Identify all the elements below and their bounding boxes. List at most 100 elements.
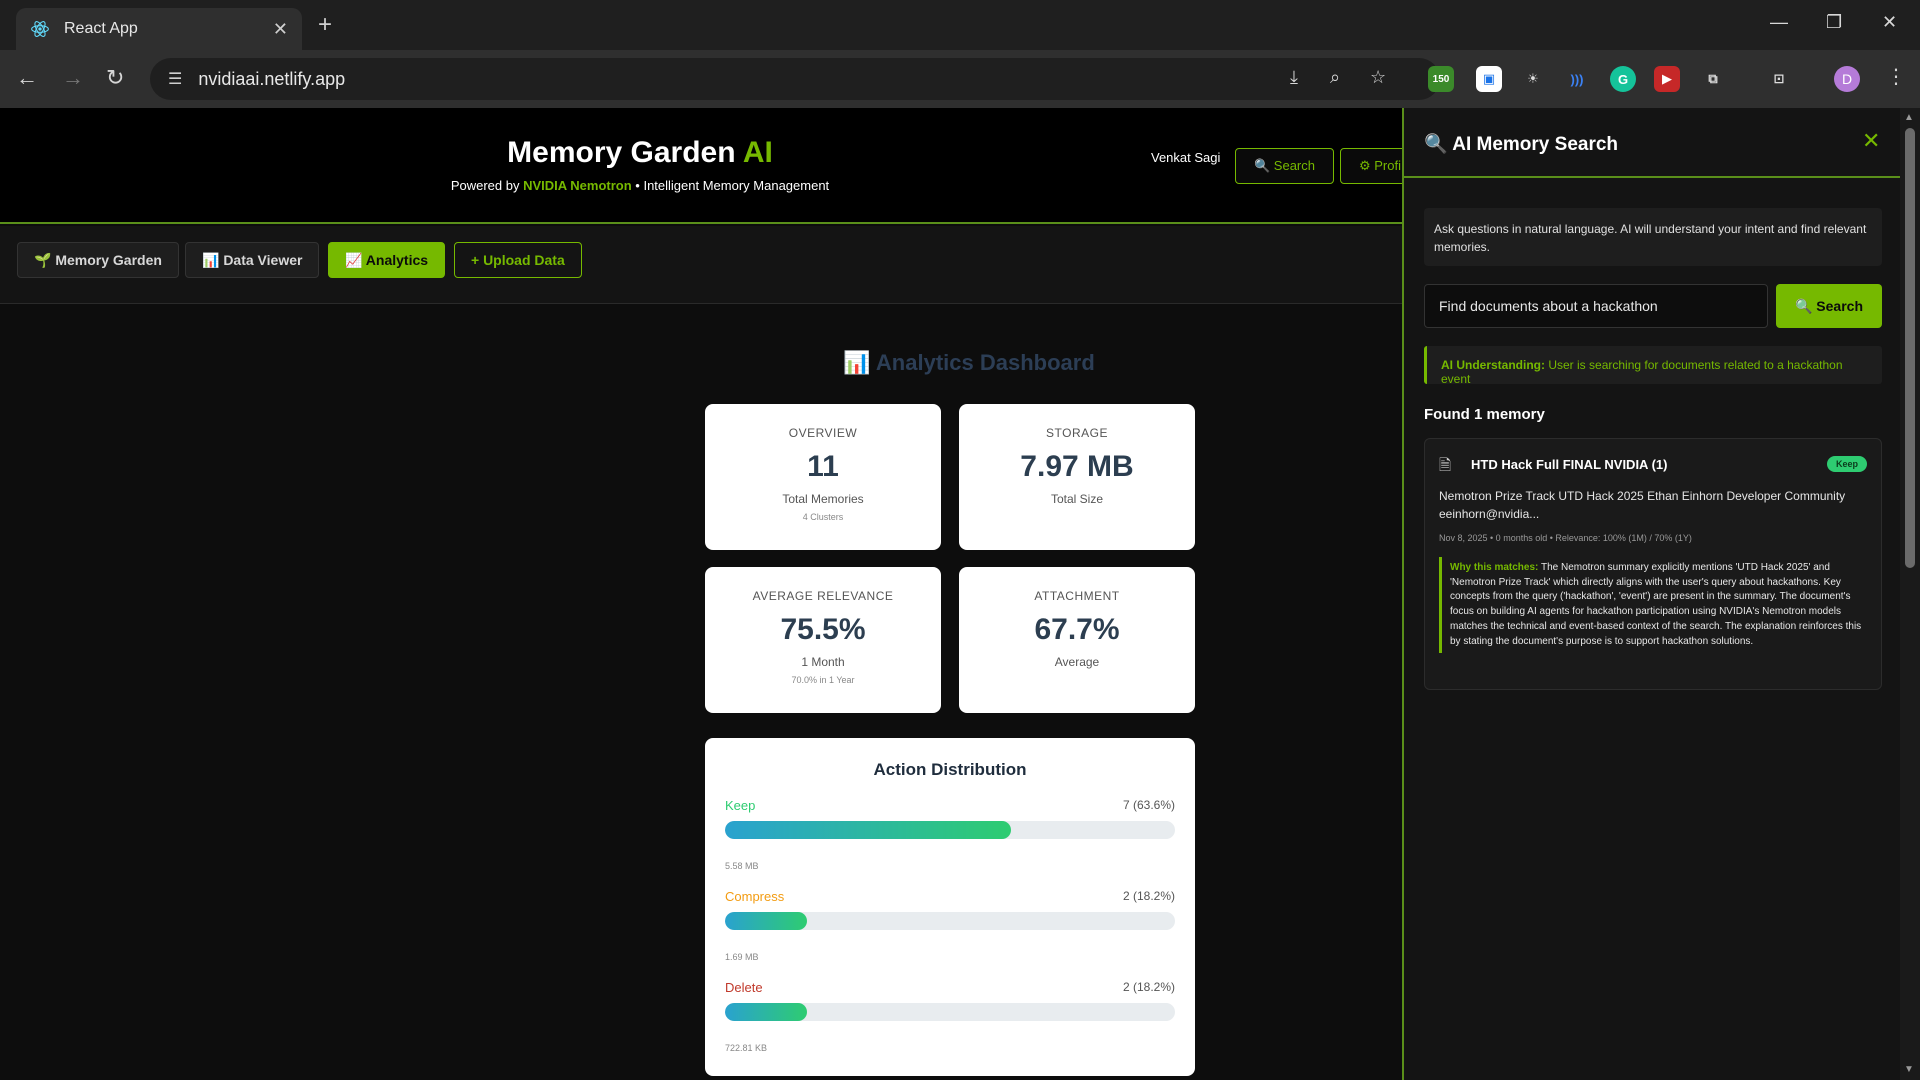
reload-icon[interactable]: ↻ bbox=[106, 65, 125, 90]
extension-video-icon[interactable]: ▶ bbox=[1654, 66, 1680, 92]
scrollbar-thumb[interactable] bbox=[1905, 128, 1915, 568]
extension-counter-icon[interactable]: 150 bbox=[1428, 66, 1454, 92]
status-badge: Keep bbox=[1827, 456, 1868, 472]
storage-sub: Total Size bbox=[1050, 492, 1104, 506]
search-input[interactable] bbox=[1424, 284, 1768, 328]
subtitle-suffix: • Intelligent Memory Management bbox=[635, 178, 830, 193]
new-tab-icon[interactable]: + bbox=[318, 11, 333, 38]
react-logo-icon bbox=[31, 21, 49, 37]
overview-label: OVERVIEW bbox=[788, 426, 858, 440]
ai-understanding: AI Understanding: User is searching for … bbox=[1424, 346, 1882, 386]
extension-grammar-icon[interactable]: G bbox=[1610, 66, 1636, 92]
zoom-icon[interactable]: ⌕ bbox=[1330, 67, 1341, 87]
subtitle-brand: NVIDIA Nemotron bbox=[523, 178, 632, 193]
install-app-icon[interactable]: ⤓ bbox=[1290, 67, 1298, 87]
action-distribution-card: Action Distribution Keep 7 (63.6%) 5.58 … bbox=[705, 738, 1195, 1076]
tab-memory-garden[interactable]: 🌱 Memory Garden bbox=[17, 242, 179, 278]
storage-card: STORAGE 7.97 MB Total Size bbox=[959, 404, 1195, 550]
distribution-size: 5.58 MB bbox=[725, 861, 759, 871]
overview-sub2: 4 Clusters bbox=[802, 512, 844, 522]
distribution-row-compress: Compress 2 (18.2%) 1.69 MB bbox=[725, 889, 1175, 962]
understanding-text: User is searching for documents related … bbox=[1441, 358, 1843, 386]
upload-data-button[interactable]: + Upload Data bbox=[454, 242, 582, 278]
distribution-count: 7 (63.6%) bbox=[1122, 798, 1175, 812]
app-title-accent: AI bbox=[742, 136, 773, 169]
panel-title: 🔍 AI Memory Search bbox=[1424, 134, 1619, 155]
bookmark-star-icon[interactable]: ☆ bbox=[1370, 67, 1387, 87]
attachment-label: ATTACHMENT bbox=[1034, 589, 1120, 603]
minimize-icon[interactable]: — bbox=[1770, 12, 1788, 32]
panel-search-button[interactable]: 🔍 Search bbox=[1776, 284, 1882, 328]
attachment-card: ATTACHMENT 67.7% Average bbox=[959, 567, 1195, 713]
url-text: nvidiaai.netlify.app bbox=[198, 68, 346, 89]
relevance-sub: 1 Month bbox=[801, 655, 845, 669]
attachment-value: 67.7% bbox=[1034, 613, 1120, 646]
site-info-icon[interactable]: ☰ bbox=[168, 71, 183, 88]
panel-close-icon[interactable]: ✕ bbox=[1862, 128, 1881, 153]
document-icon: 🗎 bbox=[1439, 457, 1452, 474]
distribution-row-keep: Keep 7 (63.6%) 5.58 MB bbox=[725, 798, 1175, 871]
overview-sub: Total Memories bbox=[782, 492, 864, 506]
result-meta: Nov 8, 2025 • 0 months old • Relevance: … bbox=[1439, 533, 1692, 543]
distribution-bar-fill bbox=[725, 821, 1012, 839]
page-scrollbar[interactable]: ▲ ▼ bbox=[1900, 108, 1920, 1080]
panel-header: 🔍 AI Memory Search ✕ bbox=[1404, 108, 1900, 178]
scroll-down-icon[interactable]: ▼ bbox=[1904, 1064, 1914, 1075]
why-this-matches: Why this matches: The Nemotron summary e… bbox=[1439, 557, 1869, 654]
scroll-up-icon[interactable]: ▲ bbox=[1904, 112, 1914, 123]
extension-screen-icon[interactable]: ▣ bbox=[1476, 66, 1502, 92]
browser-toolbar: ← → ↻ ☰ nvidiaai.netlify.app ⤓ ⌕ ☆ 150 ▣… bbox=[0, 50, 1920, 108]
browser-tab[interactable]: React App ✕ bbox=[16, 8, 302, 50]
relevance-card: AVERAGE RELEVANCE 75.5% 1 Month 70.0% in… bbox=[705, 567, 941, 713]
relevance-label: AVERAGE RELEVANCE bbox=[752, 589, 894, 603]
distribution-size: 722.81 KB bbox=[725, 1043, 768, 1053]
result-snippet: Nemotron Prize Track UTD Hack 2025 Ethan… bbox=[1439, 489, 1846, 521]
profile-avatar[interactable]: D bbox=[1834, 66, 1860, 92]
address-bar[interactable]: ☰ nvidiaai.netlify.app bbox=[150, 58, 1440, 100]
distribution-size: 1.69 MB bbox=[725, 952, 759, 962]
distribution-count: 2 (18.2%) bbox=[1122, 889, 1175, 903]
app-root: Memory Garden AI Powered by NVIDIA Nemot… bbox=[0, 108, 1402, 1080]
panel-info: Ask questions in natural language. AI wi… bbox=[1424, 208, 1882, 266]
distribution-name: Delete bbox=[725, 980, 763, 995]
tab-close-icon[interactable]: ✕ bbox=[272, 18, 288, 39]
app-header bbox=[0, 108, 1402, 224]
restore-icon[interactable]: ❐ bbox=[1826, 12, 1843, 32]
result-card[interactable]: 🗎 HTD Hack Full FINAL NVIDIA (1) Keep Ne… bbox=[1424, 438, 1882, 690]
extension-audio-icon[interactable]: ))) bbox=[1570, 71, 1584, 87]
header-search-button[interactable]: 🔍 Search bbox=[1235, 148, 1334, 184]
browser-menu-icon[interactable]: ⋮ bbox=[1886, 66, 1906, 88]
tab-search-icon[interactable]: ⊡ bbox=[1773, 71, 1785, 86]
tab-data-viewer[interactable]: 📊 Data Viewer bbox=[185, 242, 320, 278]
app-title: Memory Garden bbox=[507, 136, 736, 169]
brand-block: Memory Garden AI Powered by NVIDIA Nemot… bbox=[190, 136, 1090, 193]
results-count: Found 1 memory bbox=[1424, 406, 1545, 423]
distribution-bar-fill bbox=[725, 1003, 807, 1021]
back-icon[interactable]: ← bbox=[16, 65, 38, 90]
distribution-title: Action Distribution bbox=[873, 760, 1027, 779]
extension-brightness-icon[interactable]: ☀ bbox=[1527, 71, 1539, 86]
forward-icon[interactable]: → bbox=[62, 65, 84, 90]
why-text: The Nemotron summary explicitly mentions… bbox=[1450, 562, 1862, 647]
distribution-bar-track bbox=[725, 1003, 1175, 1021]
extensions-puzzle-icon[interactable]: ⧉ bbox=[1708, 71, 1718, 86]
subtitle-prefix: Powered by bbox=[450, 178, 520, 193]
understanding-label: AI Understanding: bbox=[1441, 358, 1545, 372]
distribution-bar-track bbox=[725, 821, 1175, 839]
distribution-count: 2 (18.2%) bbox=[1122, 980, 1175, 994]
overview-card: OVERVIEW 11 Total Memories 4 Clusters bbox=[705, 404, 941, 550]
nav-tabs: 🌱 Memory Garden 📊 Data Viewer 📈 Analytic… bbox=[0, 226, 1402, 304]
ai-search-panel: 🔍 AI Memory Search ✕ Ask questions in na… bbox=[1402, 108, 1900, 1080]
storage-label: STORAGE bbox=[1046, 426, 1108, 440]
header-profile-button[interactable]: ⚙ Profi bbox=[1340, 148, 1402, 184]
tab-title: React App bbox=[64, 20, 138, 37]
browser-tabbar: React App ✕ + — ❐ ✕ bbox=[0, 0, 1920, 50]
distribution-row-delete: Delete 2 (18.2%) 722.81 KB bbox=[725, 980, 1175, 1053]
window-close-icon[interactable]: ✕ bbox=[1882, 12, 1898, 32]
distribution-bar-track bbox=[725, 912, 1175, 930]
tab-analytics[interactable]: 📈 Analytics bbox=[328, 242, 446, 278]
distribution-name: Keep bbox=[725, 798, 756, 813]
result-title: HTD Hack Full FINAL NVIDIA (1) bbox=[1471, 457, 1668, 472]
relevance-value: 75.5% bbox=[780, 613, 866, 646]
overview-value: 11 bbox=[807, 450, 839, 483]
